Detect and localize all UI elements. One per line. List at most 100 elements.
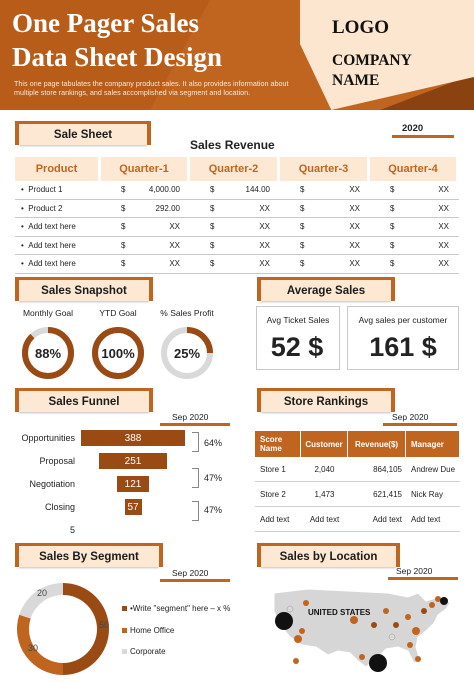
rankings-date: Sep 2020	[392, 412, 429, 422]
currency-symbol: $	[300, 222, 305, 231]
funnel-stage-label: Opportunities	[21, 433, 75, 443]
tab-sales-by-segment: Sales By Segment	[15, 543, 163, 567]
quarter-value: XX	[438, 203, 449, 213]
header: One Pager Sales Data Sheet Design This o…	[0, 0, 474, 110]
quarter-value: XX	[259, 203, 270, 213]
quarter-cell: $ XX	[370, 181, 459, 200]
quarter-cell: $ XX	[370, 255, 459, 274]
store-store-cell: Add text	[255, 507, 301, 532]
quarter-cell: $292.00	[101, 200, 190, 218]
quarter-value: XX	[349, 259, 360, 268]
segment-date: Sep 2020	[172, 568, 209, 578]
funnel-conversion: 47%	[204, 505, 223, 515]
avg-customer-label: Avg sales per customer	[358, 315, 448, 325]
currency-symbol: $	[121, 240, 126, 250]
product-cell: • Add text here	[15, 237, 101, 255]
company-line-1: COMPANY	[332, 52, 412, 69]
legend-swatch	[122, 649, 127, 654]
table-row: • Product 1 $4,000.00 $144.00 $ XX $ XX	[15, 181, 459, 200]
product-name: Product 1	[28, 185, 63, 195]
quarter-cell: $4,000.00	[101, 181, 190, 200]
page-description: This one page tabulates the company prod…	[14, 79, 289, 97]
column-header: Product	[15, 157, 101, 181]
table-header-row: Product Quarter-1 Quarter-2 Quarter-3 Qu…	[15, 157, 459, 181]
goal-ring-progress	[92, 327, 144, 379]
quarter-value: XX	[438, 240, 449, 250]
store-store-cell: Store 2	[255, 482, 301, 507]
quarter-value: 292.00	[155, 203, 180, 213]
product-cell: • Product 2	[15, 200, 101, 218]
quarter-cell: $ XX	[370, 200, 459, 218]
quarter-value: XX	[438, 185, 449, 194]
column-header: Quarter-4	[370, 157, 459, 181]
goal-value: 25%	[173, 346, 201, 361]
location-date: Sep 2020	[396, 566, 433, 576]
table-header-row: Score Name Customer Revenue($) Manager	[255, 431, 460, 457]
quarter-value: XX	[349, 240, 360, 250]
currency-symbol: $	[390, 185, 395, 194]
quarter-value: 144.00	[245, 185, 270, 194]
quarter-value: XX	[169, 222, 180, 231]
us-map	[273, 588, 451, 672]
quarter-value: XX	[259, 259, 270, 268]
funnel-conversion: 64%	[204, 438, 223, 448]
segment-date-underline	[160, 579, 230, 582]
table-row: • Add text here $ XX $ XX $ XX $ XX	[15, 255, 459, 274]
quarter-cell: $ XX	[190, 218, 280, 237]
column-header: Quarter-3	[280, 157, 370, 181]
table-row: • Product 2 $292.00 $ XX $ XX $ XX	[15, 200, 459, 218]
page-title: One Pager Sales Data Sheet Design	[12, 6, 302, 74]
rankings-date-underline	[383, 423, 457, 426]
quarter-value: XX	[169, 259, 180, 268]
bullet: •	[21, 185, 24, 195]
funnel-stage-label: Closing	[44, 502, 75, 512]
store-store-cell: Store 1	[255, 457, 301, 482]
currency-symbol: $	[121, 259, 126, 268]
table-row: Add text Add text Add text Add text	[255, 507, 460, 532]
funnel-trailing-value: 5	[69, 525, 75, 535]
currency-symbol: $	[390, 240, 395, 250]
title-line-1: One Pager Sales	[12, 8, 199, 38]
quarter-cell: $ XX	[190, 237, 280, 255]
table-row: Store 1 2,040 864,105 Andrew Due	[255, 457, 460, 482]
store-customer-cell: Add text	[301, 507, 348, 532]
quarter-value: XX	[259, 222, 270, 231]
slice-label: 50	[99, 620, 110, 630]
goal-value: 88%	[34, 346, 62, 361]
quarter-cell: $ XX	[370, 218, 459, 237]
store-revenue-cell: Add text	[348, 507, 406, 532]
legend-label: Corporate	[130, 647, 166, 656]
currency-symbol: $	[210, 185, 215, 194]
funnel-stage-label: Proposal	[39, 456, 75, 466]
store-revenue-cell: 621,415	[348, 482, 406, 507]
currency-symbol: $	[210, 240, 215, 250]
table-row: • Add text here $ XX $ XX $ XX $ XX	[15, 237, 459, 255]
bullet: •	[21, 203, 24, 213]
column-header: Customer	[301, 431, 348, 457]
product-name: Add text here	[28, 240, 76, 250]
table-row: Store 2 1,473 621,415 Nick Ray	[255, 482, 460, 507]
goal-ring-progress	[22, 327, 74, 379]
tab-sale-sheet: Sale Sheet	[15, 121, 151, 145]
product-cell: • Add text here	[15, 255, 101, 274]
store-manager-cell: Add text	[406, 507, 460, 532]
tab-sales-funnel: Sales Funnel	[15, 388, 153, 412]
goal-label: Monthly Goal	[22, 308, 74, 318]
goal-label: YTD Goal	[99, 308, 137, 318]
quarter-cell: $ XX	[101, 218, 190, 237]
donut-slice	[19, 583, 63, 619]
title-line-2: Data Sheet Design	[12, 42, 222, 72]
quarter-cell: $ XX	[280, 237, 370, 255]
funnel-bar: 388	[81, 430, 185, 446]
product-name: Product 2	[28, 203, 63, 213]
currency-symbol: $	[210, 222, 215, 231]
avg-ticket-value: 52 $	[270, 332, 324, 362]
currency-symbol: $	[121, 185, 126, 194]
year-label: 2020	[402, 123, 424, 134]
currency-symbol: $	[300, 240, 305, 250]
store-manager-cell: Nick Ray	[406, 482, 460, 507]
funnel-conversion: 47%	[204, 473, 223, 483]
quarter-cell: $144.00	[190, 181, 280, 200]
avg-ticket-card	[256, 306, 340, 370]
company-line-2: NAME	[332, 72, 380, 89]
